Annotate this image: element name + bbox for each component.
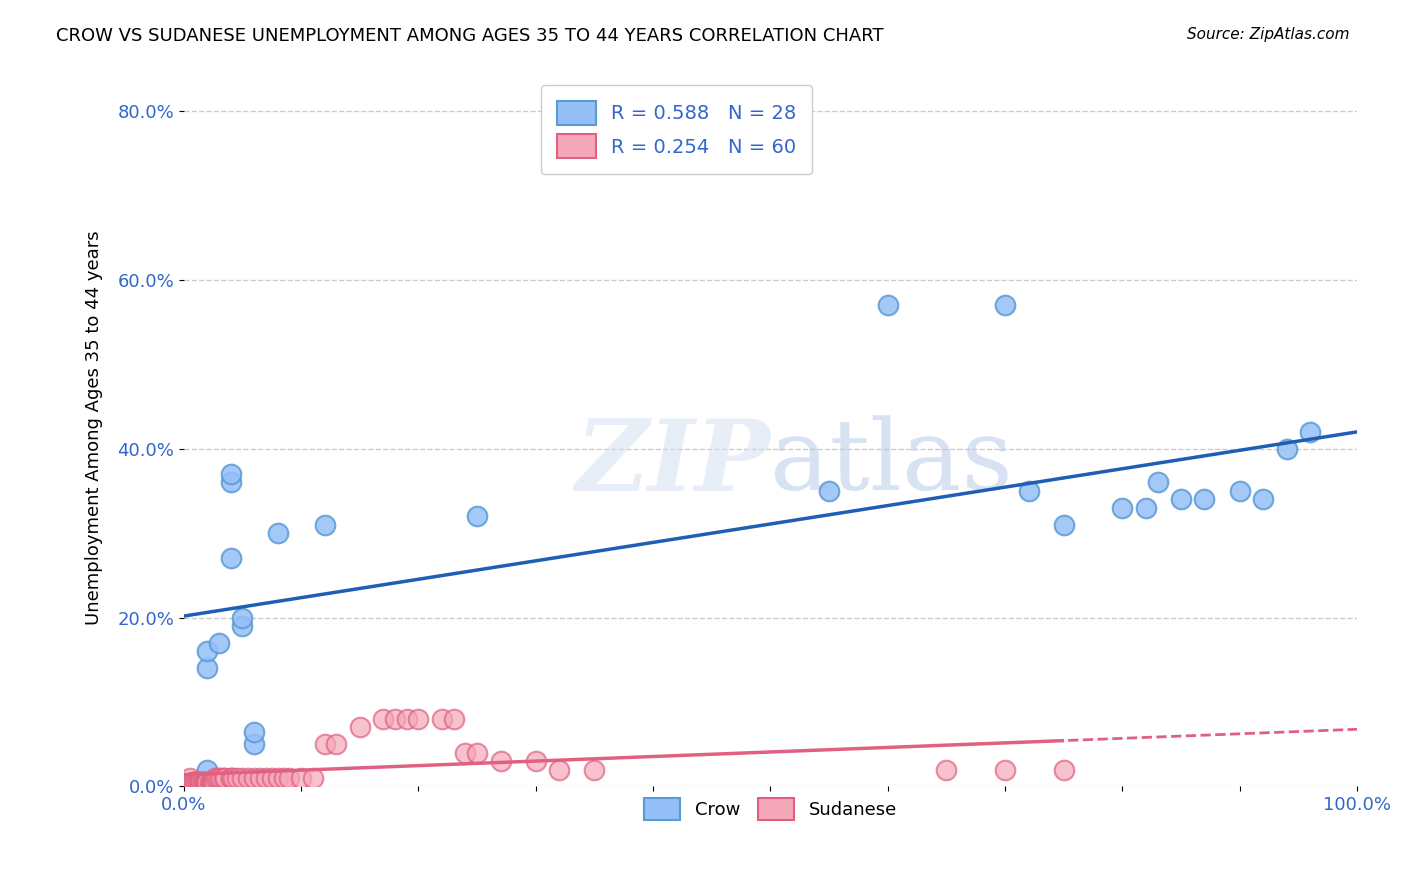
Point <box>349 720 371 734</box>
Text: Source: ZipAtlas.com: Source: ZipAtlas.com <box>1187 27 1350 42</box>
Point <box>222 771 245 785</box>
Point <box>219 551 242 566</box>
Point <box>1135 500 1157 515</box>
Text: ZIP: ZIP <box>575 415 770 512</box>
Point <box>1053 763 1076 777</box>
Point <box>243 771 266 785</box>
Point <box>191 775 214 789</box>
Point <box>1251 492 1274 507</box>
Point <box>183 775 205 789</box>
Point <box>260 771 283 785</box>
Point <box>208 636 231 650</box>
Point <box>384 712 406 726</box>
Point <box>1111 500 1133 515</box>
Point <box>231 771 253 785</box>
Point <box>238 771 260 785</box>
Point <box>212 771 235 785</box>
Point <box>489 754 512 768</box>
Point <box>373 712 395 726</box>
Point <box>273 771 295 785</box>
Point <box>935 763 957 777</box>
Point <box>408 712 430 726</box>
Point <box>994 763 1017 777</box>
Legend: Crow, Sudanese: Crow, Sudanese <box>630 784 911 835</box>
Point <box>430 712 453 726</box>
Point <box>184 775 207 789</box>
Point <box>876 298 898 312</box>
Y-axis label: Unemployment Among Ages 35 to 44 years: Unemployment Among Ages 35 to 44 years <box>86 230 103 624</box>
Point <box>195 763 218 777</box>
Text: CROW VS SUDANESE UNEMPLOYMENT AMONG AGES 35 TO 44 YEARS CORRELATION CHART: CROW VS SUDANESE UNEMPLOYMENT AMONG AGES… <box>56 27 884 45</box>
Point <box>219 475 242 490</box>
Point <box>524 754 547 768</box>
Point <box>465 746 488 760</box>
Point <box>325 737 347 751</box>
Point <box>994 298 1017 312</box>
Point <box>190 775 212 789</box>
Point <box>818 483 841 498</box>
Point <box>266 526 288 541</box>
Point <box>395 712 418 726</box>
Point <box>219 467 242 481</box>
Point <box>195 775 218 789</box>
Point <box>465 509 488 524</box>
Point <box>454 746 477 760</box>
Point <box>1299 425 1322 439</box>
Point <box>243 737 266 751</box>
Point <box>266 771 288 785</box>
Point <box>195 644 218 658</box>
Point <box>1053 517 1076 532</box>
Point <box>443 712 465 726</box>
Point <box>219 771 242 785</box>
Point <box>1275 442 1298 456</box>
Point <box>188 775 211 789</box>
Point <box>1229 483 1251 498</box>
Point <box>187 775 209 789</box>
Point <box>208 771 231 785</box>
Point <box>231 619 253 633</box>
Point <box>278 771 301 785</box>
Point <box>195 661 218 675</box>
Point <box>302 771 325 785</box>
Point <box>205 771 228 785</box>
Text: atlas: atlas <box>770 416 1014 511</box>
Point <box>243 724 266 739</box>
Point <box>201 775 224 789</box>
Point <box>179 771 201 785</box>
Point <box>219 771 242 785</box>
Point <box>209 771 232 785</box>
Point <box>181 775 204 789</box>
Point <box>202 775 225 789</box>
Point <box>1018 483 1040 498</box>
Point <box>1194 492 1216 507</box>
Point <box>200 775 222 789</box>
Point <box>548 763 571 777</box>
Point <box>225 771 247 785</box>
Point <box>202 775 225 789</box>
Point <box>193 775 215 789</box>
Point <box>583 763 606 777</box>
Point <box>254 771 277 785</box>
Point <box>188 775 211 789</box>
Point <box>1170 492 1192 507</box>
Point <box>290 771 312 785</box>
Point <box>198 775 221 789</box>
Point <box>184 775 207 789</box>
Point <box>195 775 218 789</box>
Point <box>231 610 253 624</box>
Point <box>194 775 217 789</box>
Point <box>204 771 226 785</box>
Point <box>214 771 236 785</box>
Point <box>181 775 204 789</box>
Point <box>314 737 336 751</box>
Point <box>314 517 336 532</box>
Point <box>1146 475 1168 490</box>
Point <box>195 775 218 789</box>
Point <box>249 771 271 785</box>
